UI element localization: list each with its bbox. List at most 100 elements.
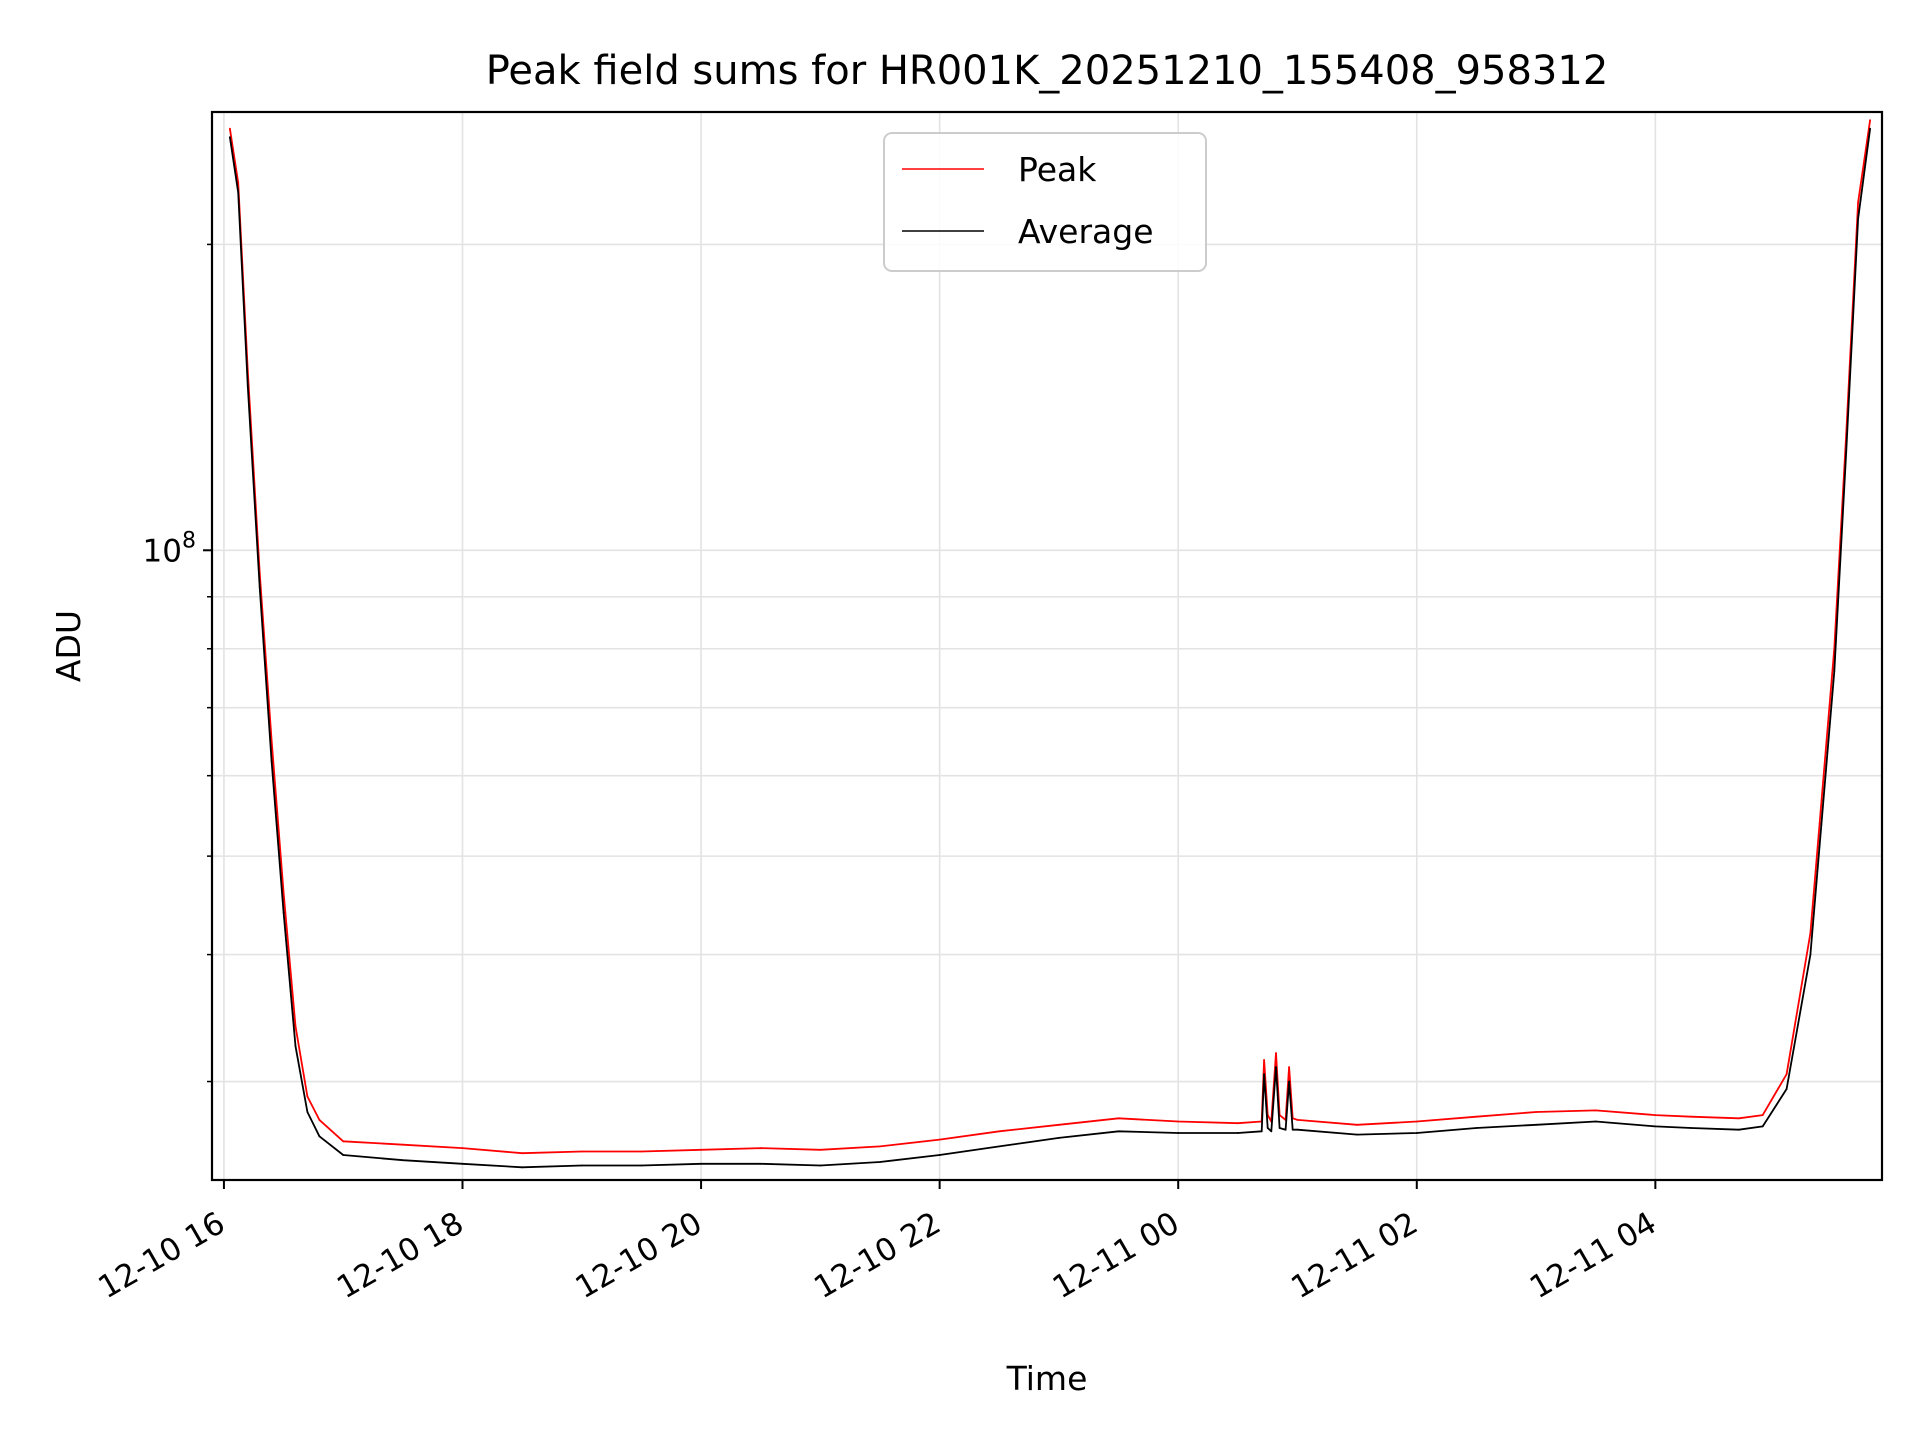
data-point-average: [461, 1162, 464, 1165]
data-point-peak: [1475, 1115, 1478, 1118]
data-point-peak: [461, 1147, 464, 1149]
data-point-peak: [1535, 1111, 1537, 1113]
legend-label-peak: Peak: [1018, 150, 1097, 189]
data-point-average: [1117, 1130, 1120, 1133]
data-point-average: [270, 760, 273, 763]
data-point-average: [1291, 1128, 1294, 1131]
data-point-peak: [1761, 1114, 1764, 1116]
data-point-average: [879, 1161, 881, 1163]
data-point-average: [1284, 1128, 1287, 1131]
legend-label-average: Average: [1018, 212, 1154, 251]
data-point-peak: [1785, 1073, 1788, 1076]
data-point-average: [1296, 1128, 1299, 1131]
data-point-average: [318, 1135, 321, 1138]
data-point-peak: [1058, 1123, 1060, 1126]
data-point-peak: [819, 1148, 822, 1151]
x-axis-title: Time: [1006, 1359, 1088, 1398]
data-point-average: [1809, 953, 1812, 956]
data-point-average: [1270, 1130, 1273, 1133]
data-point-average: [1260, 1130, 1263, 1133]
data-point-average: [1275, 1066, 1277, 1068]
data-point-peak: [294, 1025, 297, 1028]
data-point-peak: [998, 1130, 1001, 1133]
data-point-peak: [342, 1140, 345, 1143]
data-point-average: [700, 1162, 702, 1165]
data-point-average: [521, 1166, 523, 1169]
legend-box: [883, 132, 1207, 272]
data-point-average: [237, 191, 240, 194]
y-tick-label-base: 10: [143, 533, 182, 569]
data-point-average: [1594, 1120, 1597, 1123]
plot-area-frame: [210, 110, 1884, 1182]
data-point-peak: [1594, 1109, 1597, 1112]
data-point-peak: [521, 1152, 523, 1155]
data-point-average: [1869, 127, 1871, 130]
data-point-peak: [879, 1145, 881, 1148]
data-point-peak: [318, 1119, 321, 1121]
data-point-average: [1263, 1073, 1265, 1076]
data-point-average: [1845, 450, 1848, 453]
data-point-average: [640, 1164, 643, 1167]
data-point-average: [1058, 1137, 1060, 1139]
data-point-peak: [640, 1150, 643, 1153]
data-point-peak: [759, 1147, 762, 1149]
data-point-average: [306, 1111, 309, 1113]
data-point-peak: [270, 739, 273, 742]
data-point-average: [1785, 1088, 1788, 1090]
data-point-average: [1690, 1127, 1692, 1129]
data-point-average: [998, 1145, 1001, 1148]
data-point-peak: [237, 181, 240, 184]
data-point-peak: [1654, 1114, 1657, 1116]
data-point-average: [294, 1045, 297, 1048]
series-line-peak: [229, 120, 1871, 1155]
data-point-average: [819, 1164, 822, 1167]
data-point-average: [402, 1159, 404, 1162]
data-point-peak: [1263, 1059, 1265, 1061]
data-point-peak: [1237, 1122, 1239, 1125]
data-point-average: [1278, 1127, 1281, 1129]
data-point-peak: [700, 1148, 702, 1151]
data-point-average: [759, 1162, 762, 1165]
data-point-peak: [402, 1143, 404, 1146]
data-point-average: [580, 1164, 583, 1167]
data-point-peak: [1857, 201, 1859, 204]
data-point-average: [229, 136, 231, 139]
data-point-peak: [306, 1095, 309, 1098]
data-point-average: [246, 385, 249, 388]
data-point-peak: [1869, 119, 1871, 122]
data-point-average: [1535, 1123, 1537, 1126]
data-point-peak: [1415, 1120, 1418, 1123]
data-point-peak: [1809, 932, 1812, 934]
data-point-peak: [1288, 1066, 1290, 1068]
data-point-peak: [229, 127, 231, 130]
data-point-average: [1266, 1127, 1269, 1129]
data-point-average: [1654, 1125, 1657, 1128]
data-point-peak: [1275, 1052, 1277, 1054]
series-layer: [229, 119, 1871, 1169]
data-point-average: [282, 911, 285, 914]
data-point-average: [1857, 217, 1859, 220]
data-point-average: [342, 1154, 345, 1156]
y-axis-title: ADU: [49, 610, 88, 682]
chart-title: Peak field sums for HR001K_20251210_1554…: [486, 48, 1609, 94]
data-point-peak: [1690, 1115, 1692, 1118]
data-point-average: [1237, 1132, 1239, 1134]
data-point-peak: [282, 892, 285, 894]
data-point-peak: [938, 1138, 941, 1141]
y-tick-label: 108: [143, 528, 196, 569]
data-point-average: [1738, 1128, 1740, 1131]
data-point-average: [1177, 1132, 1180, 1134]
data-point-peak: [1177, 1120, 1180, 1123]
data-point-average: [1761, 1125, 1764, 1128]
data-point-peak: [1738, 1117, 1740, 1120]
data-point-peak: [1117, 1117, 1120, 1120]
series-line-average: [229, 128, 1871, 1169]
data-point-average: [1288, 1080, 1290, 1083]
data-point-average: [1356, 1133, 1358, 1136]
data-point-peak: [1356, 1123, 1358, 1126]
legend[interactable]: Peak Average: [883, 132, 1207, 272]
data-point-average: [1833, 670, 1836, 673]
data-point-average: [938, 1154, 941, 1156]
y-tick-label-exponent: 8: [182, 528, 196, 553]
